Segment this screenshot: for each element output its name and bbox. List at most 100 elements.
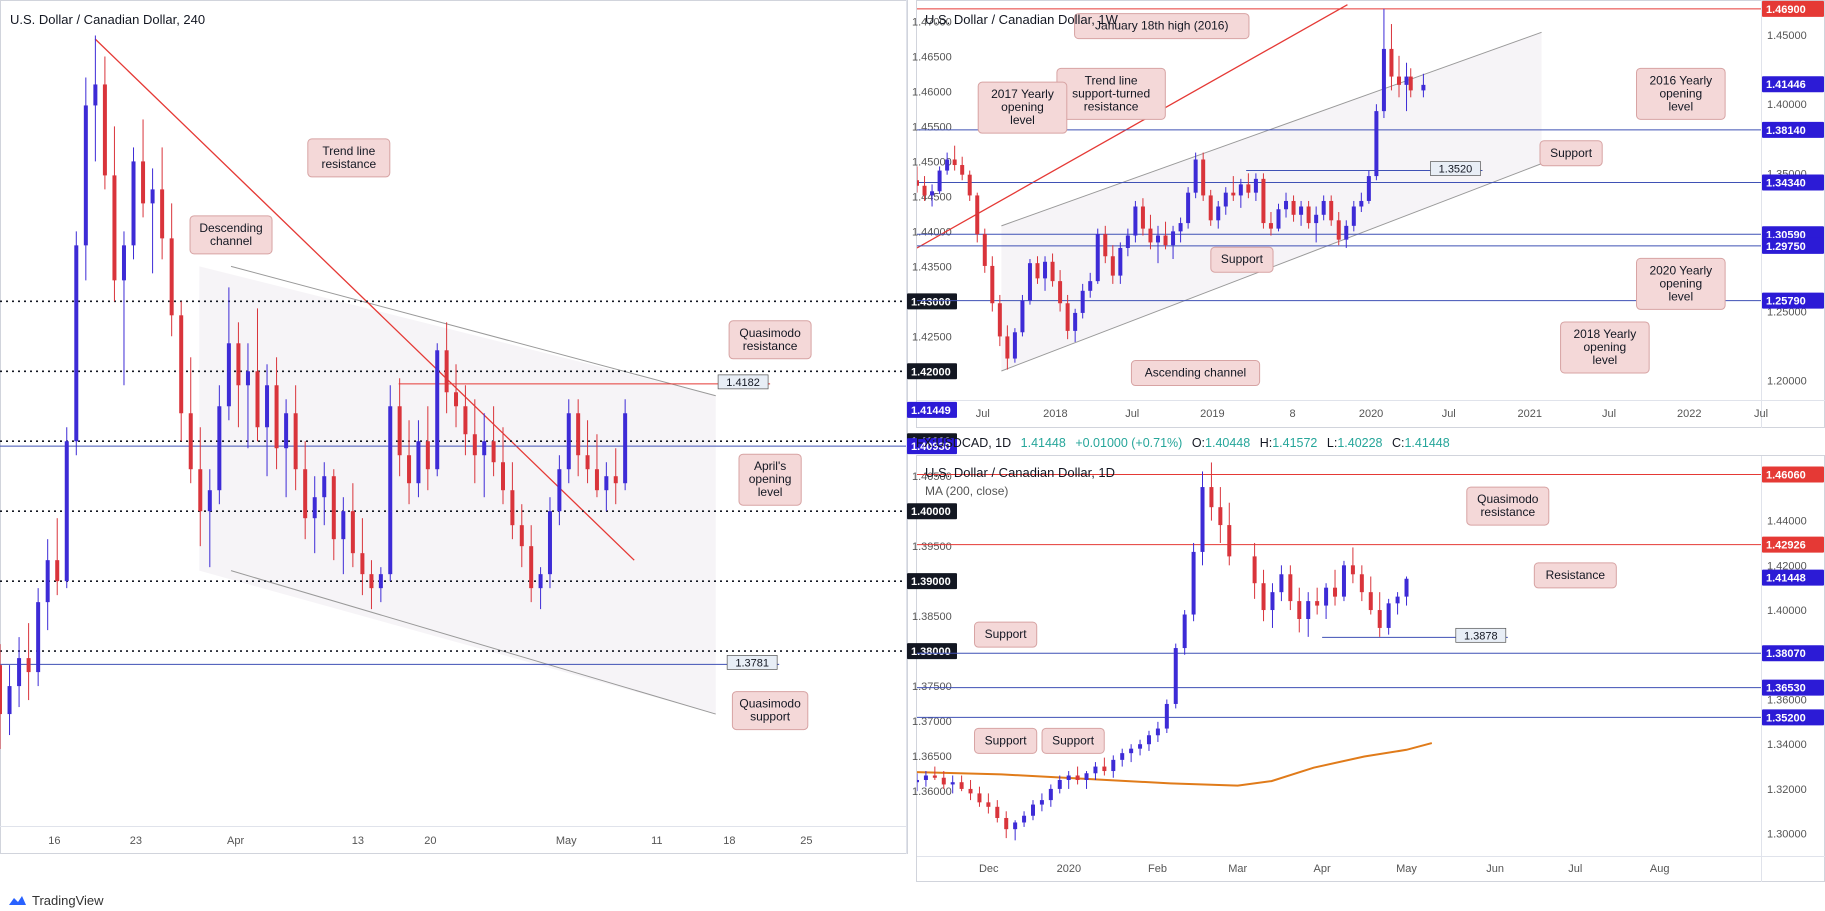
candle-body — [1084, 773, 1089, 780]
candle-body — [198, 469, 203, 512]
callout-text: opening — [749, 472, 792, 486]
chart-weekly: 1.3520 January 18th high (2016) Trend line… — [915, 0, 1824, 420]
x-tick-label: 18 — [723, 835, 735, 847]
candle-body — [112, 175, 117, 281]
y-tick-label: 1.25000 — [1767, 307, 1807, 319]
callout-text: level — [1593, 353, 1618, 367]
candle-body — [1366, 176, 1371, 201]
candle-body — [1163, 235, 1168, 246]
annotation-callout[interactable]: Resistance — [1533, 562, 1617, 589]
candle-body — [1133, 206, 1138, 236]
candle-body — [83, 105, 88, 246]
channel-upper-line — [1001, 31, 1542, 227]
level-label-box — [717, 374, 769, 390]
candle-body — [1073, 312, 1078, 331]
candle-body — [378, 574, 383, 589]
x-tick-label: 13 — [352, 835, 364, 847]
candle-body — [1223, 192, 1228, 207]
candle-body — [45, 560, 50, 603]
x-tick-label: May — [556, 835, 577, 847]
candle-body — [1261, 583, 1266, 611]
price-tag-label: 1.35200 — [1766, 712, 1806, 724]
candle-body — [26, 658, 31, 673]
candle-body — [1050, 261, 1055, 282]
annotation-callout[interactable]: Ascending channel — [1130, 360, 1261, 387]
x-tick-label: Feb — [1148, 863, 1167, 875]
candle-body — [188, 413, 193, 470]
status-high-label: H: — [1260, 436, 1273, 450]
candle-body — [55, 560, 60, 582]
candle-body — [1193, 159, 1198, 193]
annotation-callout[interactable]: Support — [974, 727, 1038, 754]
callout-box — [728, 320, 812, 360]
candle-body — [121, 245, 126, 281]
candle-body — [360, 553, 365, 575]
ma-200-line — [917, 742, 1433, 787]
price-tag — [907, 363, 957, 380]
candle-body — [1253, 178, 1258, 193]
candle-body — [997, 303, 1002, 337]
level-label: 1.3878 — [1464, 630, 1498, 642]
y-tick-label: 1.32000 — [1767, 784, 1807, 796]
symbol-status-bar: FX:USDCAD, 1D 1.41448 +0.01000 (+0.71%) … — [916, 436, 1450, 450]
candle-body — [407, 455, 412, 484]
callout-box — [1560, 321, 1650, 374]
plot-area[interactable]: 1.3520 January 18th high (2016) Trend line… — [915, 4, 1761, 387]
chart-title-daily: U.S. Dollar / Canadian Dollar, 1D — [925, 465, 1115, 480]
candle-body — [1093, 766, 1098, 774]
x-tick-label: Jul — [976, 408, 990, 420]
candle-body — [1270, 592, 1275, 611]
y-tick-label: 1.20000 — [1767, 376, 1807, 388]
y-tick-label: 1.30000 — [1767, 829, 1807, 841]
annotation-callout[interactable]: Support — [1210, 246, 1274, 273]
callout-box — [1533, 562, 1617, 589]
status-change: +0.01000 (+0.71%) — [1075, 436, 1182, 450]
candle-body — [923, 775, 928, 780]
y-tick-label: 1.40000 — [1767, 605, 1807, 617]
candle-body — [312, 497, 317, 519]
candle-body — [102, 84, 107, 176]
annotation-callout[interactable]: Support — [1539, 140, 1603, 167]
annotation-callout[interactable]: Support — [974, 621, 1038, 648]
price-tag — [1762, 292, 1824, 309]
candle-body — [566, 413, 571, 470]
candle-body — [1103, 234, 1108, 257]
candle-body — [217, 406, 222, 491]
price-tag — [1762, 76, 1824, 93]
tradingview-logo[interactable]: TradingView — [6, 891, 104, 909]
callout-text: Support — [985, 627, 1028, 641]
price-tag-label: 1.40000 — [911, 506, 951, 518]
callout-text: level — [1668, 289, 1693, 303]
candle-body — [1276, 209, 1281, 229]
price-tag-label: 1.42926 — [1766, 540, 1806, 552]
price-tag-label: 1.38070 — [1766, 648, 1806, 660]
y-tick-label: 1.42500 — [912, 331, 952, 343]
price-tag — [1762, 679, 1824, 696]
candle-body — [995, 806, 1000, 818]
brand-name: TradingView — [32, 892, 104, 908]
candle-body — [1246, 184, 1251, 193]
candle-body — [1314, 214, 1319, 224]
candle-body — [74, 245, 79, 442]
annotation-callout[interactable]: January 18th high (2016) — [1074, 13, 1250, 40]
candle-body — [982, 234, 987, 266]
callout-text: January 18th high (2016) — [1095, 19, 1228, 33]
candle-body — [388, 406, 393, 575]
candle-body — [131, 161, 136, 246]
annotation-callout[interactable]: Support — [1041, 727, 1105, 754]
